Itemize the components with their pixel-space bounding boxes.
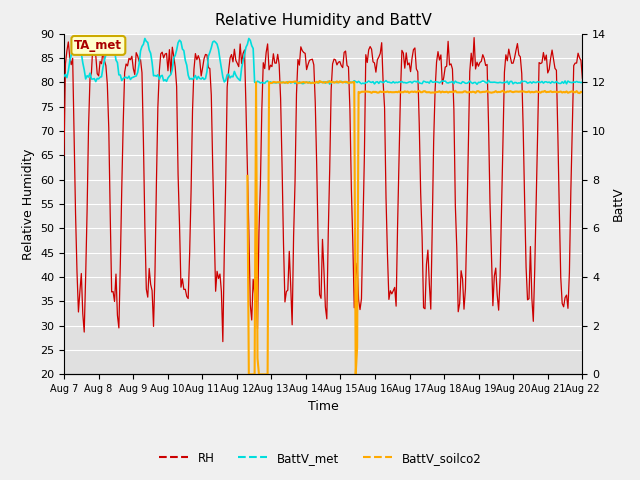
Y-axis label: Relative Humidity: Relative Humidity xyxy=(22,148,35,260)
Legend: RH, BattV_met, BattV_soilco2: RH, BattV_met, BattV_soilco2 xyxy=(154,447,486,469)
Y-axis label: BattV: BattV xyxy=(612,187,625,221)
X-axis label: Time: Time xyxy=(308,400,339,413)
Text: TA_met: TA_met xyxy=(74,39,122,52)
Title: Relative Humidity and BattV: Relative Humidity and BattV xyxy=(215,13,431,28)
